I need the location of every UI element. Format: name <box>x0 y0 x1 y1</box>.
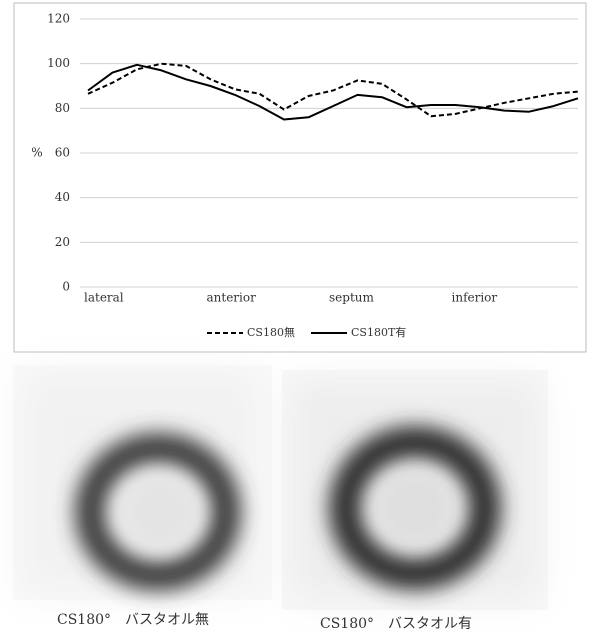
y-tick-label: 60 <box>55 146 70 160</box>
y-tick-label: 100 <box>47 56 70 70</box>
x-tick-label: lateral <box>84 291 124 305</box>
y-tick-label: 0 <box>62 280 70 294</box>
image-caption: CS180° バスタオル無 <box>57 612 209 628</box>
x-tick-label: anterior <box>207 291 257 305</box>
y-tick-label: 20 <box>55 235 70 249</box>
legend-label: CS180無 <box>247 325 295 339</box>
image-right <box>282 370 548 610</box>
y-axis-label: % <box>31 146 42 160</box>
x-tick-label: inferior <box>452 291 498 305</box>
image-left <box>13 365 272 600</box>
y-tick-label: 40 <box>55 190 70 204</box>
y-tick-label: 80 <box>55 101 70 115</box>
page: % 0 20 40 60 80 100 120 lateral anterior septum in… <box>0 0 601 641</box>
figure: % 0 20 40 60 80 100 120 lateral anterior septum in… <box>0 0 601 637</box>
image-caption: CS180° バスタオル有 <box>320 616 472 632</box>
legend-label: CS180T有 <box>351 325 406 339</box>
x-tick-label: septum <box>329 291 374 305</box>
y-tick-label: 120 <box>47 12 70 26</box>
